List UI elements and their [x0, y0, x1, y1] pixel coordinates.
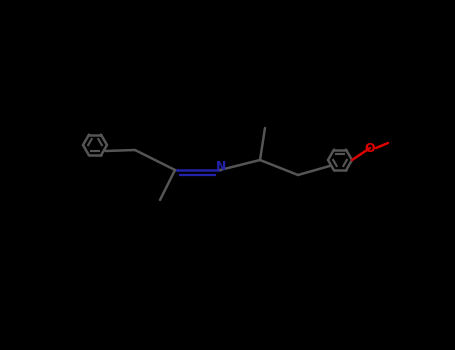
Text: N: N: [216, 160, 226, 173]
Text: O: O: [365, 141, 375, 154]
